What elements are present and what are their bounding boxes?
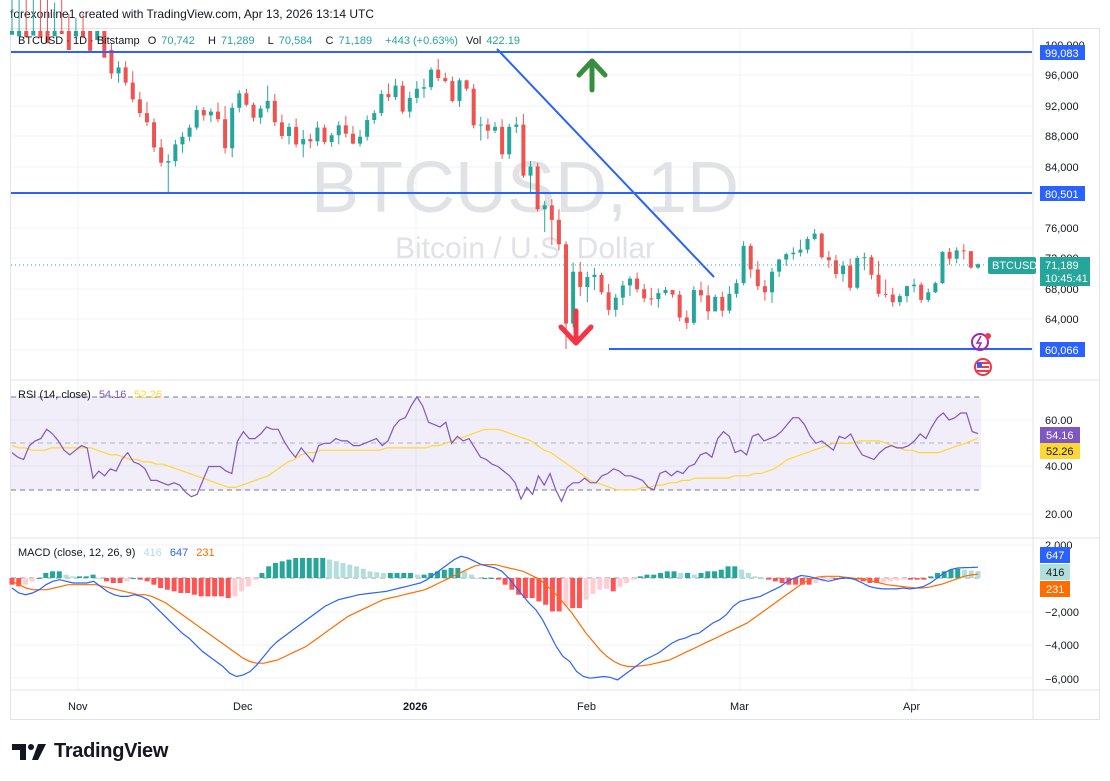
rsi-legend[interactable]: RSI (14, close) 54.16 52.26 <box>18 389 167 401</box>
svg-text:BTCUSD: BTCUSD <box>992 260 1037 272</box>
macd-tick: −6,000 <box>1045 674 1079 686</box>
time-tick: Dec <box>233 701 253 713</box>
chart-credit: forexonline1 created with TradingView.co… <box>10 7 374 21</box>
up-arrow-icon[interactable] <box>576 58 608 93</box>
price-tick: 68,000 <box>1045 284 1079 296</box>
macd-title[interactable]: MACD (close, 12, 26, 9) <box>18 547 136 559</box>
rsi-title[interactable]: RSI (14, close) <box>18 389 91 401</box>
rsi-tick: 20.00 <box>1045 509 1073 521</box>
svg-text:54.16: 54.16 <box>1046 430 1074 442</box>
svg-text:647: 647 <box>1046 550 1064 562</box>
chart-frame <box>10 28 1100 720</box>
rsi-band <box>11 397 981 490</box>
svg-text:10:45:41: 10:45:41 <box>1045 273 1088 285</box>
macd-tick: −2,000 <box>1045 607 1079 619</box>
rsi-value-tag: 54.16 <box>1040 427 1080 443</box>
macd-histogram <box>9 557 981 612</box>
svg-text:231: 231 <box>1046 584 1064 596</box>
lightning-event-icon[interactable] <box>971 333 991 351</box>
price-tick: 84,000 <box>1045 162 1079 174</box>
svg-text:71,189: 71,189 <box>1045 260 1079 272</box>
rsi-ma-value-tag: 52.26 <box>1040 443 1080 459</box>
macd-legend-signal: 231 <box>196 547 215 559</box>
symbol-name[interactable]: BTCUSD · 1D · Bitstamp <box>18 35 140 47</box>
rsi-axis[interactable]: 60.00 40.00 20.00 <box>1045 415 1073 521</box>
price-tick: 64,000 <box>1045 314 1079 326</box>
rsi-legend-value: 54.16 <box>98 389 127 401</box>
svg-text:60,066: 60,066 <box>1045 345 1079 357</box>
candlestick-series <box>10 0 980 349</box>
macd-tick: −4,000 <box>1045 640 1079 652</box>
high-value: H 71,289 <box>207 35 255 47</box>
volume-value: Vol 422.19 <box>466 35 520 47</box>
close-value: C 71,189 <box>325 35 373 47</box>
price-tick: 92,000 <box>1045 101 1079 113</box>
level-tag-80501: 80,501 <box>1040 186 1085 201</box>
price-tick: 88,000 <box>1045 131 1079 143</box>
grid-lines <box>11 29 1033 690</box>
time-tick: Apr <box>903 701 920 713</box>
open-value: O 70,742 <box>147 35 195 47</box>
symbol-price-tag: BTCUSD <box>988 257 1037 274</box>
tradingview-brand: TradingView <box>54 740 169 762</box>
svg-text:80,501: 80,501 <box>1045 189 1079 201</box>
price-tick: 96,000 <box>1045 70 1079 82</box>
tradingview-logo-icon <box>12 743 46 760</box>
symbol-legend[interactable]: BTCUSD · 1D · Bitstamp O 70,742 H 71,289 L… <box>18 35 530 47</box>
macd-histogram-value-tag: 416 <box>1040 564 1070 580</box>
level-tag-60066: 60,066 <box>1040 342 1085 357</box>
svg-text:416: 416 <box>1046 567 1064 579</box>
time-tick: Feb <box>577 701 596 713</box>
macd-signal-value-tag: 231 <box>1040 581 1070 597</box>
macd-legend-histogram: 416 <box>143 547 162 559</box>
low-value: L 70,584 <box>267 35 313 47</box>
svg-text:99,083: 99,083 <box>1045 48 1079 60</box>
time-tick: Nov <box>68 701 88 713</box>
macd-legend[interactable]: MACD (close, 12, 26, 9) 416 647 231 <box>18 547 220 559</box>
down-arrow-icon[interactable] <box>558 308 594 346</box>
last-price-tag: 71,189 10:45:41 <box>1040 257 1090 286</box>
rsi-series <box>11 395 979 503</box>
macd-value-tag: 647 <box>1040 547 1070 563</box>
rsi-legend-ma-value: 52.26 <box>134 389 162 401</box>
macd-series <box>11 555 979 681</box>
watermark-subtitle: Bitcoin / U.S. Dollar <box>395 232 655 265</box>
rsi-tick: 40.00 <box>1045 461 1073 473</box>
time-axis[interactable]: Nov Dec 2026 Feb Mar Apr <box>68 701 920 713</box>
time-tick: 2026 <box>403 701 427 713</box>
svg-text:52.26: 52.26 <box>1046 446 1074 458</box>
us-flag-event-icon[interactable] <box>974 358 992 376</box>
downtrend-line[interactable] <box>496 48 715 278</box>
tradingview-logo[interactable]: TradingView <box>12 740 168 763</box>
level-tag-99083: 99,083 <box>1040 45 1085 60</box>
macd-legend-macd: 647 <box>169 547 189 559</box>
price-tick: 76,000 <box>1045 223 1079 235</box>
time-tick: Mar <box>730 701 749 713</box>
rsi-tick: 60.00 <box>1045 415 1073 427</box>
change-value: +443 (+0.63%) <box>385 35 458 47</box>
